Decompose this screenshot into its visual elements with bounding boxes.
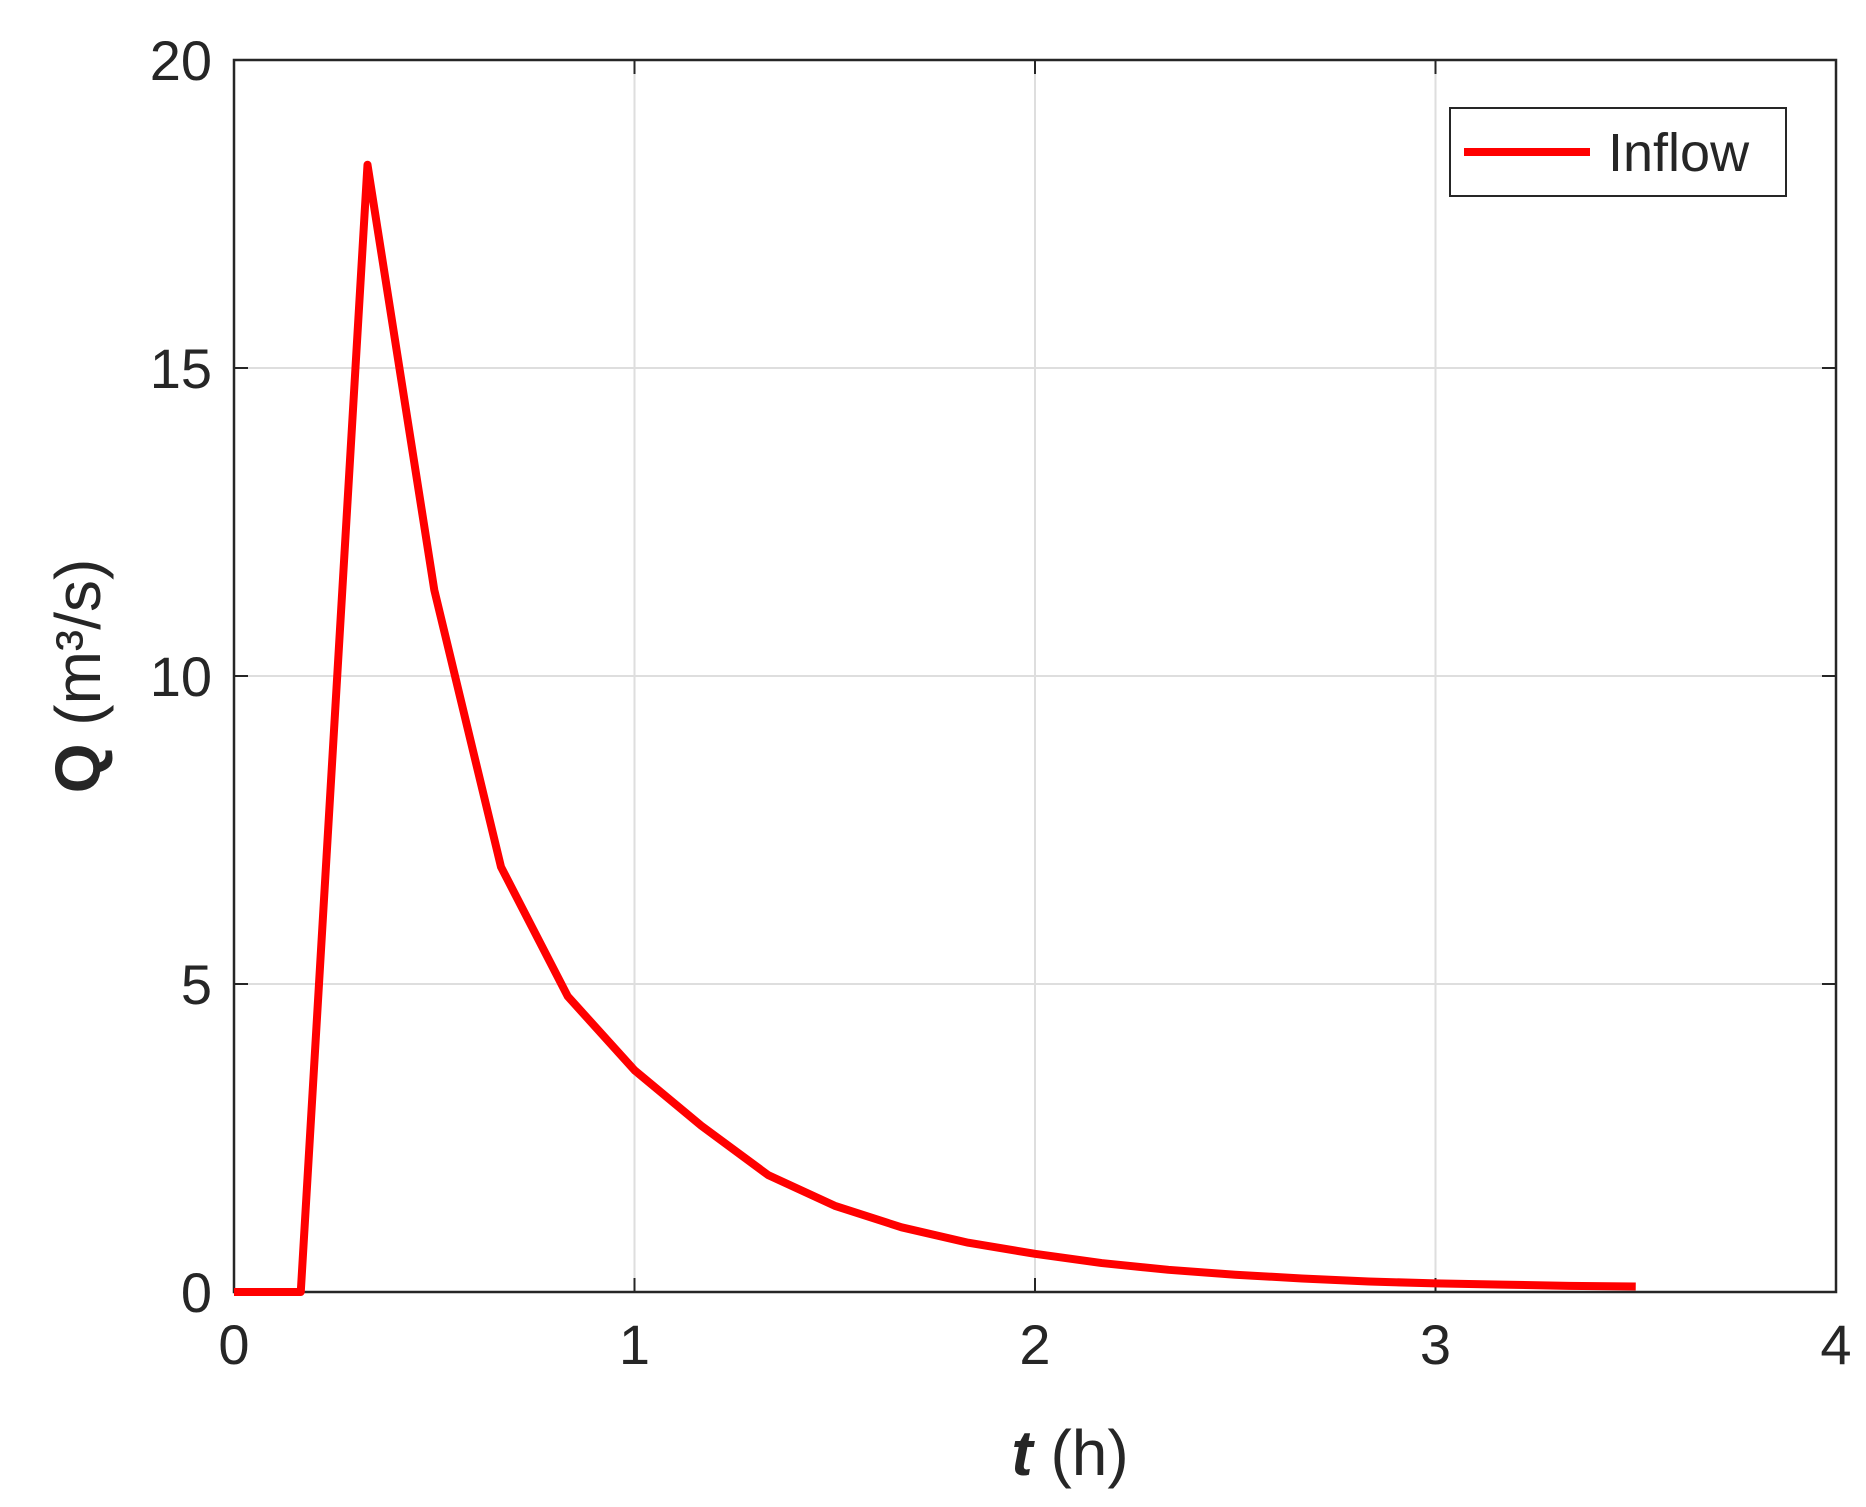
y-label-symbol: Q bbox=[42, 744, 114, 794]
y-tick-label: 5 bbox=[181, 953, 212, 1016]
x-tick-label: 1 bbox=[619, 1313, 650, 1376]
y-axis-label: Q (m³/s) bbox=[42, 559, 114, 794]
x-tick-label: 3 bbox=[1420, 1313, 1451, 1376]
plot-frame bbox=[232, 58, 1838, 1294]
data-line bbox=[234, 160, 1636, 1296]
y-tick-label: 10 bbox=[150, 645, 212, 708]
y-label-unit: (m³/s) bbox=[42, 559, 114, 726]
x-tick-label: 2 bbox=[1019, 1313, 1050, 1376]
y-tick-label: 0 bbox=[181, 1261, 212, 1324]
x-tick-label: 4 bbox=[1820, 1313, 1851, 1376]
legend-label: Inflow bbox=[1608, 123, 1750, 183]
y-tick-label: 20 bbox=[150, 29, 212, 92]
y-tick-label: 15 bbox=[150, 337, 212, 400]
x-label-unit: (h) bbox=[1050, 1417, 1128, 1489]
x-axis-label: t (h) bbox=[1011, 1417, 1128, 1489]
x-label-symbol: t bbox=[1011, 1417, 1035, 1489]
x-tick-label: 0 bbox=[218, 1313, 249, 1376]
